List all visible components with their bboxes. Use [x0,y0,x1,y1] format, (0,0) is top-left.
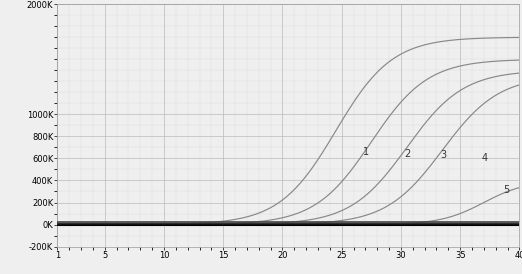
Text: 1: 1 [363,147,369,157]
Text: 3: 3 [440,150,446,160]
Text: 5: 5 [503,185,509,195]
Text: 2: 2 [405,149,411,159]
Text: 4: 4 [481,153,488,163]
